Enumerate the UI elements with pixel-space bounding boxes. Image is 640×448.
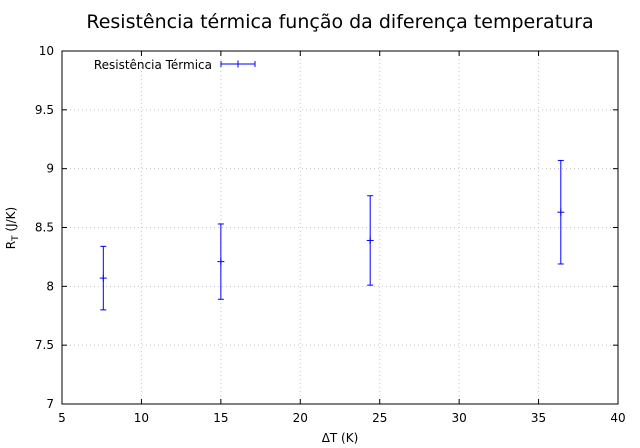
- gridlines: [62, 51, 618, 404]
- data-point: [217, 223, 225, 300]
- chart-title: Resistência térmica função da diferença …: [86, 11, 593, 33]
- y-axis-label-sub: T: [11, 235, 21, 242]
- x-tick-label: 25: [372, 411, 387, 425]
- data-series: [99, 159, 565, 311]
- data-point: [99, 245, 107, 311]
- x-tick-label: 40: [610, 411, 625, 425]
- y-axis-label: RT (J/K): [4, 207, 21, 249]
- x-axis-label: ΔT (K): [322, 431, 359, 445]
- y-axis-ticks: 7 7.5 8 8.5 9 9.5 10: [35, 44, 618, 411]
- data-point: [557, 159, 565, 265]
- y-axis-label-unit: (J/K): [4, 207, 18, 236]
- y-tick-label: 8.5: [35, 221, 54, 235]
- y-tick-label: 9: [46, 162, 54, 176]
- legend: Resistência Térmica: [94, 58, 256, 72]
- legend-key: [220, 60, 256, 68]
- y-axis-label-main: R: [4, 241, 18, 249]
- x-tick-label: 20: [293, 411, 308, 425]
- x-tick-label: 5: [58, 411, 66, 425]
- y-tick-label: 8: [46, 279, 54, 293]
- data-point: [366, 195, 374, 286]
- x-tick-label: 15: [213, 411, 228, 425]
- x-tick-label: 35: [531, 411, 546, 425]
- y-tick-label: 7.5: [35, 338, 54, 352]
- y-tick-label: 10: [39, 44, 54, 58]
- legend-label: Resistência Térmica: [94, 58, 212, 72]
- x-axis-ticks: 5 10 15 20 25 30 35 40: [58, 51, 626, 425]
- x-tick-label: 10: [134, 411, 149, 425]
- x-tick-label: 30: [452, 411, 467, 425]
- y-tick-label: 9.5: [35, 103, 54, 117]
- y-tick-label: 7: [46, 397, 54, 411]
